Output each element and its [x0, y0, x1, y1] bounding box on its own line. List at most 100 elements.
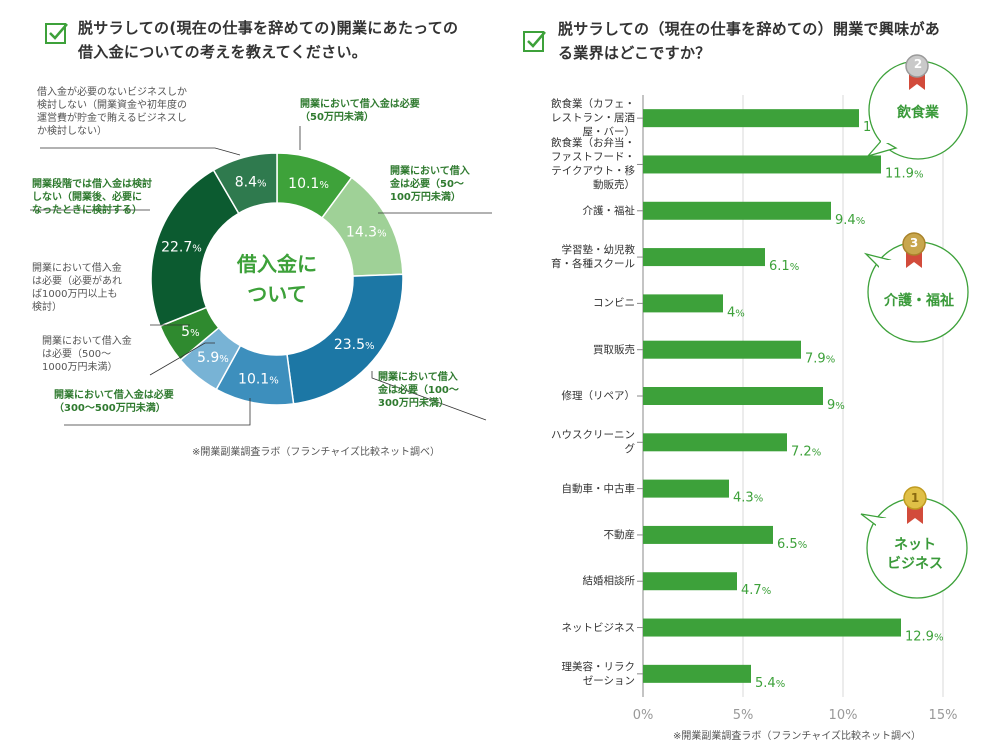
donut-slice-description-line: 開業において借入金は必要	[300, 99, 420, 110]
bar-value-label: 9.4%	[835, 213, 865, 228]
bar-category-label-line: ハウスクリーニン	[551, 429, 635, 442]
donut-slice-description: 開業において借入金は必要 （300〜500万円未満）	[54, 389, 174, 415]
donut-slice-description-line: 開業において借入	[390, 166, 470, 177]
right-source-note: ※開業副業調査ラボ（フランチャイズ比較ネット調べ）	[673, 731, 921, 742]
bar	[643, 525, 773, 544]
bar	[643, 618, 901, 637]
donut-slice-description-line: ば1000万円以上も	[32, 289, 118, 300]
donut-slice-description: 開業において借入 金は必要（50〜 100万円未満）	[390, 165, 470, 204]
bar-category-label-line: 育・各種スクール	[551, 258, 635, 271]
rank-badge-3	[863, 232, 969, 343]
right-title-line2: る業界はどこですか？	[558, 44, 711, 62]
donut-slice-description-line: 1000万円未満）	[42, 362, 118, 373]
bar-category-label-line: レストラン・居酒	[551, 112, 635, 125]
donut-slice-description: 開業段階では借入金は検討 しない（開業後、必要に なったときに検討する）	[32, 178, 152, 217]
bar-category-label: 飲食業（カフェ・ レストラン・居酒 屋・バー）	[525, 97, 635, 139]
bar-category-label-line: 修理（リペア）	[561, 390, 636, 402]
bar-value-label: 12.9%	[905, 630, 943, 645]
bar-category-label: ネットビジネス	[525, 621, 636, 635]
donut-slice-description-line: は必要（500〜	[42, 349, 112, 360]
donut-slice-description: 開業において借入金 は必要（必要があれ ば1000万円以上も 検討）	[32, 262, 122, 314]
bar-category-label-line: 学習塾・幼児教	[561, 244, 636, 257]
leader-line	[40, 147, 241, 156]
donut-center-label: 借入金に	[236, 252, 317, 276]
bar-category-label: 買取販売	[525, 343, 635, 357]
x-tick-label: 10%	[829, 708, 858, 723]
donut-center-label: ついて	[247, 282, 306, 306]
rank-badge-1	[860, 486, 968, 599]
bar-value-label: 7.2%	[791, 444, 821, 459]
bar-category-label: 飲食業（お弁当・ ファストフード・ テイクアウト・移 動販売）	[525, 136, 635, 192]
bar-category-label-line: グ	[624, 443, 636, 456]
donut-slice-value: 8.4%	[235, 174, 267, 190]
donut-slice-description-line: は必要（必要があれ	[32, 276, 122, 287]
rank-badge-1-label-line1: ネット	[894, 537, 936, 553]
rank-badge-2-number: 2	[913, 57, 923, 71]
donut-slice-description-line: 開業において借入	[378, 372, 458, 383]
bar-category-label-line: ファストフード・	[551, 151, 635, 164]
bar	[643, 109, 859, 128]
bar-value-label: 7.9%	[805, 352, 835, 367]
bar-category-label-line: ネットビジネス	[561, 621, 636, 634]
left-title-line1: 脱サラしての(現在の仕事を辞めての)開業にあたっての	[78, 19, 459, 37]
donut-slice-description-line: 検討）	[32, 302, 62, 313]
leader-line	[371, 371, 487, 421]
bar-value-label: 4%	[727, 305, 745, 320]
bar	[643, 201, 831, 220]
donut-slice-description: 借入金が必要のないビジネスしか 検討しない（開業資金や初年度の 運営費が貯金で賄える…	[37, 86, 187, 138]
bar-value-label: 6.1%	[769, 259, 799, 274]
bar-category-label: 不動産	[525, 528, 636, 542]
right-question-title: 脱サラしての（現在の仕事を辞めての）開業で興味があ る業界はどこですか？	[558, 17, 940, 65]
rank-badge-1-label-line2: ビジネス	[887, 556, 943, 572]
donut-hole	[202, 204, 352, 354]
rank-badge-1-number: 1	[910, 491, 920, 505]
donut-slice-value: 22.7%	[161, 239, 202, 255]
donut-slice-description-line: （300〜500万円未満）	[54, 403, 166, 414]
left-title-line2: 借入金についての考えを教えてください。	[78, 43, 368, 61]
bar	[643, 572, 737, 591]
bar	[643, 294, 723, 313]
bar-category-label: 自動車・中古車	[525, 482, 636, 496]
bar	[643, 155, 881, 174]
donut-slice-description-line: 100万円未満）	[390, 192, 461, 203]
donut-slice-description: 開業において借入金は必要 （50万円未満）	[300, 98, 420, 124]
donut-slice-description-line: （50万円未満）	[300, 112, 374, 123]
bar-value-label: 11.9%	[885, 166, 923, 181]
bar	[643, 340, 801, 359]
donut-slice-description-line: 開業において借入金	[42, 336, 132, 347]
donut-slice-description-line: か検討しない）	[37, 126, 107, 137]
donut-slice-value: 14.3%	[346, 225, 387, 241]
bar-category-label: 修理（リペア）	[525, 389, 636, 403]
bar-category-label-line: 不動産	[603, 528, 636, 541]
bar-category-label-line: テイクアウト・移	[551, 165, 635, 178]
x-tick-label: 0%	[633, 708, 654, 723]
donut-slice	[212, 152, 278, 215]
donut-slice-description-line: 金は必要（50〜	[390, 179, 464, 190]
donut-slice-description-line: 開業において借入金	[32, 263, 122, 274]
donut-slice-description-line: 検討しない（開業資金や初年度の	[37, 100, 187, 111]
bar-category-label: 理美容・リラク ゼーション	[525, 660, 636, 688]
bar-category-label-line: 飲食業（カフェ・	[551, 98, 635, 111]
bar-value-label: 4.7%	[741, 583, 771, 598]
bar-category-label-line: コンビニ	[593, 297, 635, 310]
donut-slice-value: 23.5%	[334, 337, 375, 353]
bar-category-label-line: 介護・福祉	[582, 204, 636, 217]
checkbox-icon	[45, 23, 68, 44]
donut-slice-description-line: しない（開業後、必要に	[32, 192, 142, 203]
donut-slice-value: 10.1%	[238, 371, 279, 387]
bar	[643, 664, 751, 683]
donut-slice-value: 5%	[181, 324, 199, 340]
bar-category-label-line: 結婚相談所	[582, 575, 636, 588]
rank-badge-2-label: 飲食業	[897, 105, 939, 121]
bar	[643, 479, 729, 498]
rank-badge-3-number: 3	[909, 236, 919, 250]
rank-badge-3-label: 介護・福祉	[884, 293, 954, 309]
bar-category-label: 学習塾・幼児教 育・各種スクール	[525, 243, 635, 271]
bar	[643, 387, 823, 405]
donut-slice-description-line: 300万円未満）	[378, 398, 449, 409]
bar-category-label-line: 理美容・リラク	[561, 660, 636, 673]
donut-slice-value: 5.9%	[197, 350, 229, 366]
donut-slice-description: 開業において借入金 は必要（500〜 1000万円未満）	[42, 335, 132, 374]
bar-category-label: ハウスクリーニング	[525, 428, 635, 456]
donut-slice-value: 10.1%	[288, 176, 329, 192]
